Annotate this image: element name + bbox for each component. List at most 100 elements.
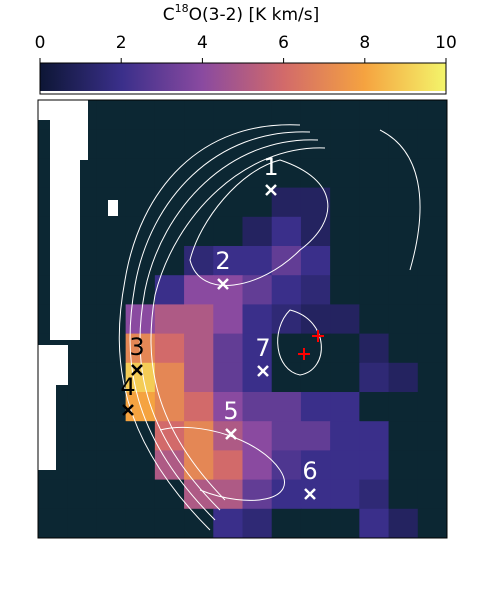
map-cell [271,246,302,276]
map-cell [417,508,447,538]
map-cell [67,421,97,451]
map-cell [96,100,127,130]
map-cell [96,421,127,451]
map-cell [96,275,127,305]
map-cell [67,362,97,393]
map-cell [242,275,273,305]
map-cell [96,129,127,159]
contours [118,124,421,531]
map-cell [300,392,331,422]
map-cell [388,246,419,276]
map-cell [300,421,331,451]
map-cell [184,158,214,189]
source-marker [304,488,316,500]
map-cell [330,129,360,159]
map-cell [300,479,331,510]
map-cell [67,508,97,538]
map-cell [96,158,127,189]
map-cell [417,304,447,335]
source-label: 7 [255,334,270,362]
map-cell [67,479,97,510]
map-cell [417,450,447,481]
map-cell [330,187,360,218]
map-cell [359,100,390,130]
map-cell [184,246,214,276]
map-cell [38,479,68,510]
map-cell [300,362,331,393]
map-cell [388,158,419,189]
map-cell [154,187,185,218]
source-marker [122,404,134,416]
map-cell [242,304,273,335]
map-cell [417,421,447,451]
map-cell [271,479,302,510]
colorbar-label: C18O(3-2) [K km/s] [163,2,320,25]
map-cell [300,129,331,159]
map-cell [125,187,156,218]
map-cell [359,129,390,159]
map-cell [242,479,273,510]
map-cell [184,129,214,159]
map-cell [184,421,214,451]
map-cell [388,333,419,364]
map-cell [213,187,243,218]
map-cell [417,187,447,218]
colorbar-tick-label: 6 [278,33,289,53]
map-cell [388,508,419,538]
colorbar-tick-label: 0 [35,33,46,53]
map-cell [300,187,331,218]
map-cell [184,479,214,510]
map-cell [417,216,447,247]
map-cell [213,100,243,130]
map-cell [154,100,185,130]
map-cell [359,508,390,538]
map-cell [184,450,214,481]
source-marker [225,428,237,440]
map-cell [330,508,360,538]
map-cell [300,100,331,130]
map-cell [125,216,156,247]
map-cell [417,479,447,510]
map-cell [359,392,390,422]
map-cell [242,421,273,451]
map-cell [359,304,390,335]
map-cell [417,158,447,189]
map-cell [388,479,419,510]
map-cell [330,392,360,422]
map-cell [300,275,331,305]
map-cell [242,392,273,422]
colorbar-tick-label: 10 [435,33,457,53]
map-cell [213,129,243,159]
source-marker [217,278,229,290]
map-cell [330,479,360,510]
map-cell [184,275,214,305]
map-cell [300,304,331,335]
map-cell [96,450,127,481]
map-cell [330,158,360,189]
map-cell [213,304,243,335]
source-marker [257,365,269,377]
colorbar-tick-label: 8 [359,33,370,53]
map-cell [242,508,273,538]
colorbar-frame [39,62,447,95]
map-cell [388,304,419,335]
source-marker [265,184,277,196]
map-cell [417,275,447,305]
colorbar-tick-label: 2 [116,33,127,53]
map-cell [330,100,360,130]
map-cell [417,100,447,130]
map-cell [242,246,273,276]
map-cell [184,187,214,218]
map-cell [154,508,185,538]
map-cell [213,479,243,510]
map-cell [184,216,214,247]
map-cell [330,450,360,481]
map-cell [154,216,185,247]
map-cell [271,275,302,305]
map-cell [213,158,243,189]
map-cell [359,275,390,305]
source-label: 6 [302,457,317,485]
map-cell [359,333,390,364]
map-cell [67,392,97,422]
map-cell [271,304,302,335]
